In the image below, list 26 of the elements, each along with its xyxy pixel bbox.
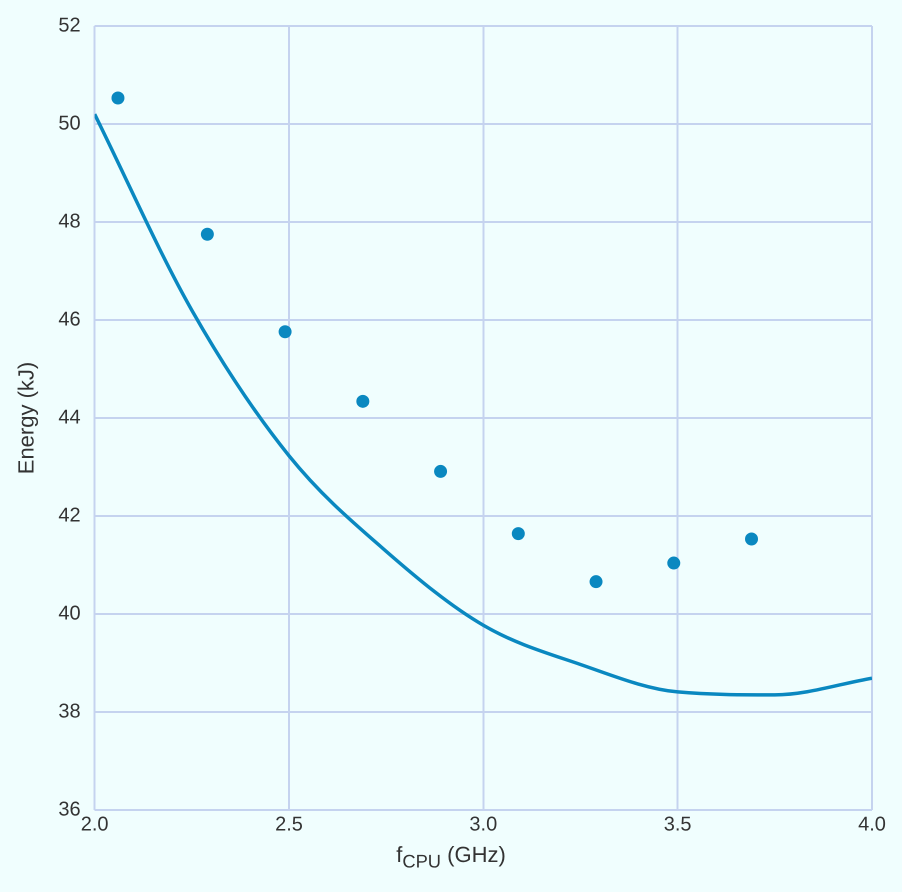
x-tick-label: 3.0	[469, 814, 498, 836]
point	[512, 527, 525, 540]
y-tick-label: 44	[58, 406, 81, 429]
y-axis-title: Energy (kJ)	[13, 362, 38, 474]
point	[356, 394, 370, 408]
y-tick-label: 52	[58, 14, 81, 37]
point	[667, 556, 680, 570]
y-tick-label: 38	[58, 700, 81, 723]
x-axis-title: f$_{CPU}$ (GHz)	[395, 842, 507, 872]
y-tick-label: 46	[58, 308, 81, 331]
y-tick-label: 36	[58, 798, 81, 821]
point	[745, 532, 758, 546]
point	[278, 325, 292, 338]
x-tick-label: 2.5	[275, 814, 303, 836]
point	[590, 575, 603, 588]
y-tick-label: 42	[58, 504, 81, 527]
point	[434, 464, 448, 478]
x-tick-label: 2.0	[80, 814, 109, 836]
y-tick-label: 50	[58, 112, 81, 135]
x-tick-label: 4.0	[858, 814, 886, 836]
point	[200, 228, 214, 241]
x-tick-label: 3.5	[664, 814, 692, 836]
y-tick-label: 40	[58, 602, 81, 625]
point	[111, 92, 124, 105]
y-tick-label: 48	[58, 210, 81, 233]
line-series	[94, 112, 872, 697]
